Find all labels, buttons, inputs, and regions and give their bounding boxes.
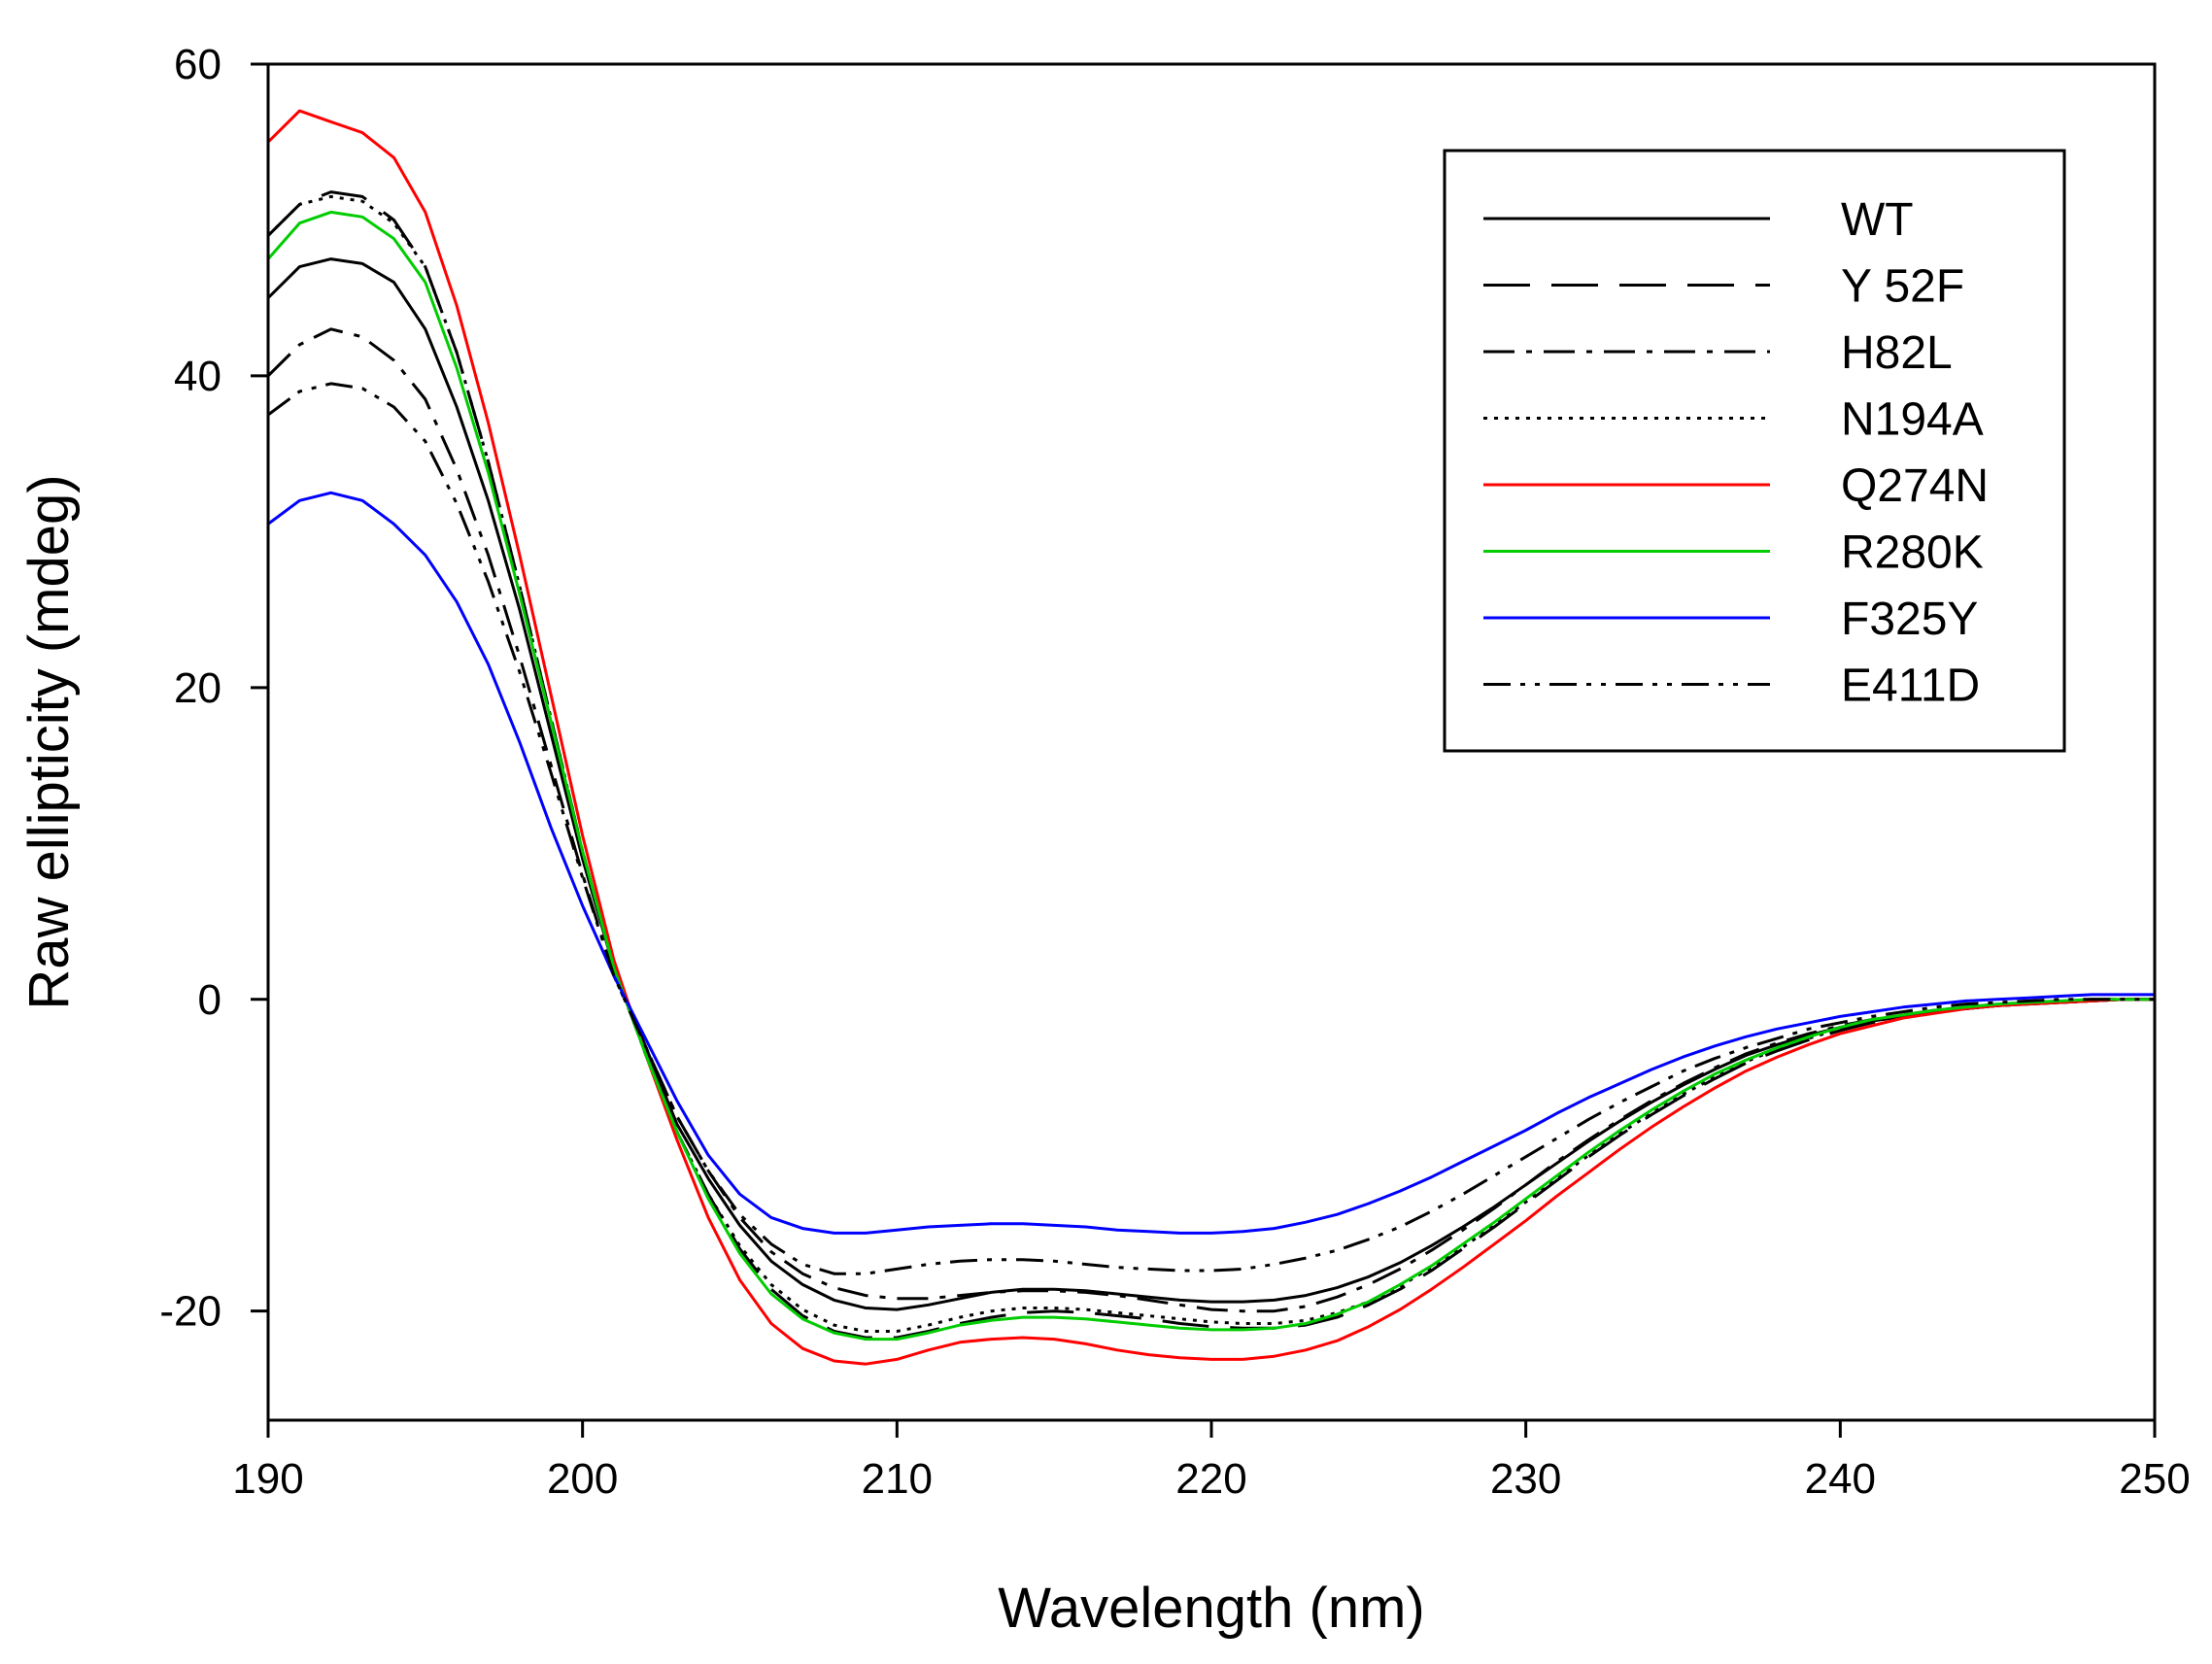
x-tick-label: 200 <box>547 1455 618 1503</box>
x-tick-label: 190 <box>232 1455 303 1503</box>
series-line-h82l <box>268 327 2155 1313</box>
legend-label: Y 52F <box>1841 261 1964 313</box>
y-tick-label: 0 <box>198 976 221 1024</box>
series-line-y52f <box>268 190 2155 1340</box>
y-tick-label: 20 <box>174 664 221 712</box>
legend-label: H82L <box>1841 327 1953 379</box>
x-tick-label: 230 <box>1490 1455 1561 1503</box>
legend: WT Y 52F H82L N194A Q274N R280K F325Y E411D <box>1443 149 2066 753</box>
x-axis-title: Wavelength (nm) <box>998 1577 1424 1640</box>
y-tick-label: 40 <box>174 353 221 400</box>
series-line-r280k <box>268 210 2155 1341</box>
series-line-n194a <box>268 194 2155 1333</box>
series-line-e411d <box>268 382 2155 1275</box>
series-line-f325y <box>268 491 2155 1235</box>
x-tick-label: 240 <box>1805 1455 1876 1503</box>
series-layer <box>268 109 2155 1366</box>
y-tick-label: 60 <box>174 41 221 88</box>
y-axis-title: Raw ellipticity (mdeg) <box>17 474 81 1009</box>
x-tick-label: 220 <box>1175 1455 1246 1503</box>
ticks-layer: 190 200 210 220 230 240 250 -20 0 20 40 60 <box>159 41 2190 1503</box>
x-tick-label: 210 <box>862 1455 933 1503</box>
x-tick-label: 250 <box>2119 1455 2190 1503</box>
series-line-q274n <box>268 109 2155 1366</box>
legend-label: F325Y <box>1841 594 1978 645</box>
legend-label: Q274N <box>1841 460 1989 512</box>
legend-box <box>1443 149 2066 753</box>
legend-label: WT <box>1841 194 1914 246</box>
legend-label: N194A <box>1841 394 1984 446</box>
legend-label: R280K <box>1841 527 1984 579</box>
y-tick-label: -20 <box>159 1288 221 1336</box>
legend-label: E411D <box>1841 661 1980 712</box>
